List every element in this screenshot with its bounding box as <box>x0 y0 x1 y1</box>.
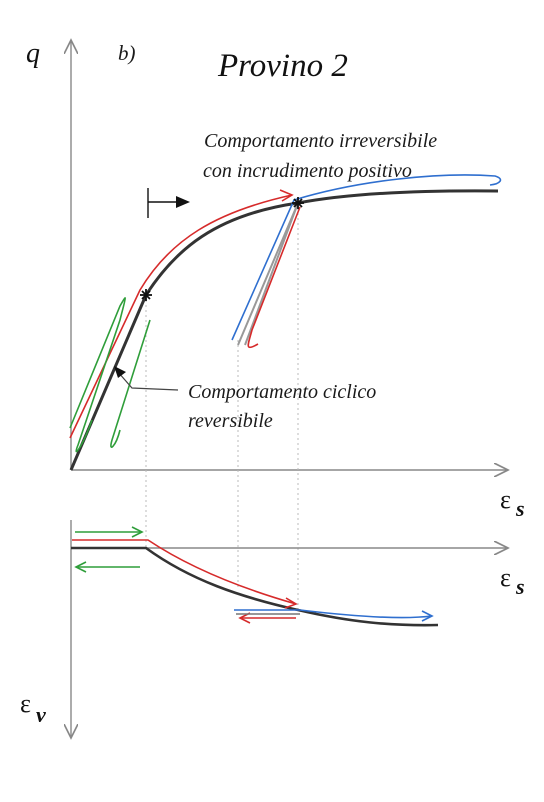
blue-lower-path <box>234 609 434 622</box>
annotation-irreversible-line1: Comportamento irreversibile <box>204 130 437 152</box>
figure-title: Provino 2 <box>217 48 348 84</box>
green-cyclic-loop-2 <box>110 319 151 449</box>
annotation-cyclic-line1: Comportamento ciclico <box>188 381 376 403</box>
svg-text:ε: ε <box>500 563 511 592</box>
green-cyclic-loop <box>69 297 127 453</box>
reversal-point-marker <box>292 197 304 209</box>
red-loading-path <box>69 194 293 439</box>
svg-text:s: s <box>515 496 525 521</box>
annotation-cyclic-line2: reversibile <box>188 410 273 432</box>
annotation-irreversible-line2: con incrudimento positivo <box>203 160 412 182</box>
lower-x-axis-label: ε s <box>500 563 525 599</box>
red-unload-loop <box>247 206 301 349</box>
blue-path-upper <box>231 174 502 341</box>
svg-text:s: s <box>515 574 525 599</box>
red-arrowhead-upper <box>279 189 294 202</box>
upper-y-axis-label: q <box>26 38 40 69</box>
upper-x-axis-label: ε s <box>500 485 525 521</box>
panel-label: b) <box>118 41 136 65</box>
svg-text:ε: ε <box>500 485 511 514</box>
svg-text:ε: ε <box>20 689 31 718</box>
direction-indicator <box>147 188 190 218</box>
yield-point-marker <box>140 289 152 301</box>
cyclic-annotation-leader <box>114 366 179 391</box>
guide-lines <box>145 203 299 610</box>
lower-y-axis-label: ε v <box>20 689 46 727</box>
svg-text:v: v <box>36 702 46 727</box>
unload-reload-lines <box>237 202 299 346</box>
green-lower-arrows <box>74 526 144 573</box>
